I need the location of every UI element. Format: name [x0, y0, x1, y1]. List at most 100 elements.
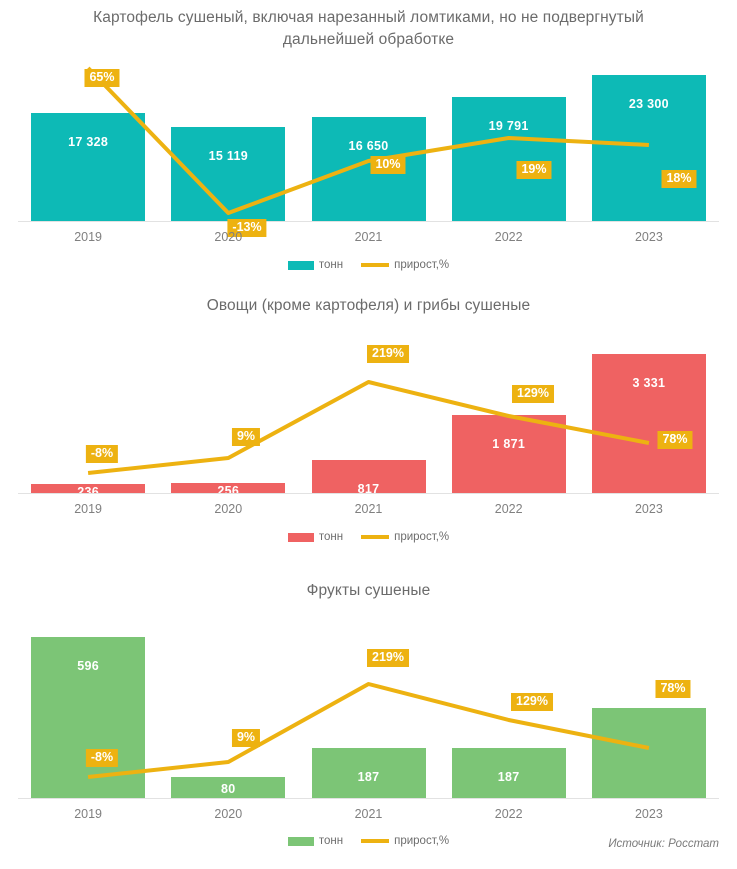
x-tick-2019: 2019: [74, 807, 102, 821]
x-tick-2022: 2022: [494, 807, 523, 821]
legend-label-bar: тонн: [318, 531, 344, 543]
bar-value-label: 256: [217, 484, 240, 499]
bar-value-label: 1 871: [492, 437, 526, 452]
x-tick-2022: 2022: [494, 502, 523, 516]
legend-label-bar: тонн: [318, 835, 344, 847]
bar-value-label: 187: [357, 770, 380, 785]
bar-2022: 187: [451, 748, 566, 799]
bar-2023: 3 331: [591, 353, 706, 494]
growth-label-2021: 219%: [367, 649, 409, 667]
growth-label-2019: -8%: [85, 749, 119, 767]
chart-title-potato: Картофель сушеный, включая нарезанный ло…: [93, 9, 644, 48]
growth-label-2021: 10%: [370, 156, 406, 174]
pct-label-group-potato: 65% -13% 10% 19% 18%: [18, 60, 719, 237]
x-tick-2021: 2021: [354, 230, 383, 244]
axis-line-vegetables: [18, 493, 719, 494]
growth-label-2020: 9%: [231, 729, 261, 747]
axis-line-fruit: [18, 798, 719, 799]
x-axis-labels-potato: 2019 2020 2021 2022 2023: [18, 230, 719, 250]
bar-2023: [591, 708, 706, 799]
bar-value-label: 817: [357, 481, 380, 496]
growth-label-2023: 78%: [657, 431, 693, 449]
legend-swatch-bar-icon: [287, 260, 314, 270]
growth-label-2019: -8%: [85, 445, 119, 463]
growth-label-2023: 18%: [661, 170, 697, 188]
bar-value-label: 3 331: [632, 375, 666, 390]
growth-label-2022: 19%: [516, 161, 552, 179]
bar-2022: 19 791: [451, 97, 566, 222]
growth-label-2021: 219%: [367, 345, 409, 363]
growth-polyline: [87, 380, 650, 475]
legend-label-line: прирост,%: [394, 531, 450, 543]
bar-value-label: 187: [497, 770, 520, 785]
x-tick-2020: 2020: [214, 807, 243, 821]
chart-panel-potato: Картофель сушеный, включая нарезанный ло…: [0, 0, 737, 285]
bar-2022: 1 871: [451, 415, 566, 494]
pct-label-group-fruit: -8% 9% 219% 129% 78%: [18, 611, 719, 799]
bar-value-label: 19 791: [488, 119, 529, 134]
bar-group-vegetables: 236 256 817 1 871 3 331: [18, 330, 719, 499]
legend-swatch-line-icon: [361, 535, 390, 539]
pct-label-group-vegetables: -8% 9% 219% 129% 78%: [18, 330, 719, 494]
bar-2020: 256: [171, 483, 286, 498]
bar-2021: 16 650: [311, 117, 426, 222]
legend-item-bar-potato: тонн: [287, 259, 344, 271]
x-tick-2023: 2023: [634, 807, 663, 821]
x-tick-2019: 2019: [74, 502, 102, 516]
growth-line-fruit: [87, 682, 650, 779]
chart-title-vegetables: Овощи (кроме картофеля) и грибы сушеные: [206, 297, 531, 314]
chart-title-fruit: Фрукты сушеные: [306, 582, 431, 599]
axis-line-potato: [18, 221, 719, 222]
bar-value-label: 80: [221, 782, 236, 796]
legend-swatch-bar-icon: [287, 836, 314, 846]
legend-item-line-vegetables: прирост,%: [361, 531, 449, 543]
x-tick-2021: 2021: [354, 502, 383, 516]
bar-value-label: 17 328: [68, 134, 109, 149]
bar-2023: 23 300: [591, 75, 706, 222]
legend-item-line-fruit: прирост,%: [361, 835, 449, 847]
growth-polyline: [87, 682, 650, 779]
growth-label-2019: 65%: [84, 69, 120, 87]
legend-vegetables: тонн прирост,%: [0, 531, 737, 543]
legend-item-bar-fruit: тонн: [287, 835, 344, 847]
legend-swatch-bar-icon: [287, 532, 314, 542]
legend-swatch-line-icon: [361, 263, 390, 267]
growth-polyline: [86, 66, 649, 215]
legend-item-bar-vegetables: тонн: [287, 531, 344, 543]
bar-2021: 817: [311, 459, 426, 496]
bar-2019: 17 328: [31, 112, 146, 222]
x-tick-2019: 2019: [74, 230, 102, 244]
plot-area-fruit: 596 80 187 187: [18, 611, 719, 799]
x-axis-labels-fruit: 2019 2020 2021 2022 2023: [18, 807, 719, 827]
bar-value-label: 23 300: [628, 97, 669, 112]
bar-group-fruit: 596 80 187 187: [18, 611, 719, 799]
growth-label-2023: 78%: [655, 680, 691, 698]
legend-label-line: прирост,%: [394, 835, 450, 847]
x-axis-labels-vegetables: 2019 2020 2021 2022 2023: [18, 502, 719, 522]
growth-label-2020: -13%: [227, 219, 267, 237]
bar-2020: 80: [171, 777, 286, 799]
x-tick-2023: 2023: [634, 230, 663, 244]
legend-label-line: прирост,%: [394, 259, 450, 271]
legend-label-bar: тонн: [318, 259, 344, 271]
source-note: Источник: Росстат: [608, 838, 719, 850]
growth-line-vegetables: [87, 380, 650, 475]
chart-panel-fruit: Фрукты сушеные 596 80 187 187 -8% 9% 219% 129%…: [0, 570, 737, 869]
growth-line-potato: [86, 66, 649, 215]
growth-label-2020: 9%: [231, 428, 261, 446]
x-tick-2022: 2022: [494, 230, 523, 244]
chart-panel-vegetables: Овощи (кроме картофеля) и грибы сушеные …: [0, 285, 737, 570]
bar-value-label: 15 119: [208, 148, 248, 163]
x-tick-2023: 2023: [634, 502, 663, 516]
bar-value-label: 236: [31, 485, 145, 499]
x-tick-2020: 2020: [214, 502, 243, 516]
bar-value-label: 596: [77, 658, 99, 673]
bar-value-label: 16 650: [348, 139, 389, 154]
x-tick-2021: 2021: [354, 807, 383, 821]
legend-item-line-potato: прирост,%: [361, 259, 449, 271]
legend-swatch-line-icon: [361, 839, 390, 843]
plot-area-potato: 17 328 15 119 16 650 19 791 23 300: [18, 60, 719, 222]
growth-label-2022: 129%: [512, 385, 554, 403]
growth-label-2022: 129%: [511, 693, 553, 711]
